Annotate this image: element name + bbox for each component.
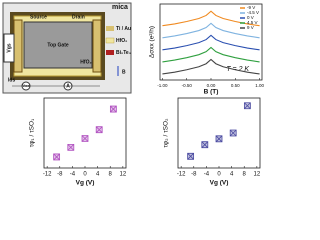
- field-label: B: [122, 69, 126, 75]
- point: [187, 152, 195, 160]
- schematic: mica Source Drain Top Gate HfO₂ Vgs Vxx …: [2, 2, 132, 94]
- legend-label: Bi₂Te₃: [116, 50, 132, 56]
- x-tick-label: 8: [109, 172, 113, 178]
- point: [215, 135, 223, 143]
- point: [53, 153, 61, 161]
- legend-swatch: [106, 26, 114, 31]
- y-axis-label: τφ₂ / τSO₂: [163, 118, 170, 148]
- figure: mica Source Drain Top Gate HfO₂ Vgs Vxx …: [2, 2, 264, 187]
- point: [95, 126, 103, 134]
- data-line: [162, 58, 260, 75]
- ids-label: Ids: [8, 77, 15, 83]
- data-line: [162, 10, 260, 27]
- x-tick-label: -0.50: [182, 83, 193, 88]
- x-tick-label: 0: [217, 172, 221, 178]
- data-line: [162, 34, 260, 51]
- vxx-label: Vxx: [22, 83, 30, 88]
- ammeter-label: A: [66, 83, 70, 89]
- point: [109, 105, 117, 113]
- y-axis-label: Δσxx (e²/h): [149, 26, 156, 58]
- legend-label: 0 V: [247, 15, 254, 20]
- source-pad: [13, 19, 23, 73]
- x-tick-label: -1.00: [157, 83, 168, 88]
- hfo2-label: HfO₂: [80, 59, 91, 65]
- legend-label: -9 V: [247, 5, 255, 10]
- top-gate-label: Top Gate: [47, 42, 69, 48]
- x-tick-label: -8: [191, 172, 197, 178]
- x-tick-label: 0.00: [207, 83, 216, 88]
- x-tick-label: 0: [83, 172, 87, 178]
- x-tick-label: 8: [243, 172, 247, 178]
- legend-label: 4.5 V: [247, 20, 258, 25]
- legend-label: -4.5 V: [247, 10, 259, 15]
- x-tick-label: -12: [177, 172, 186, 178]
- page: mica Source Drain Top Gate HfO₂ Vgs Vxx …: [2, 2, 265, 187]
- point: [67, 143, 75, 151]
- x-tick-label: 12: [254, 172, 261, 178]
- x-tick-label: 4: [96, 172, 100, 178]
- x-tick-label: 12: [120, 172, 127, 178]
- x-tick-label: -8: [57, 172, 63, 178]
- legend-swatch: [105, 37, 115, 44]
- point: [81, 135, 89, 142]
- y-axis-label: τφ₁ / τSO₁: [29, 118, 36, 147]
- vgs-box: [3, 33, 15, 63]
- legend-label: HfO₂: [116, 38, 127, 44]
- data-line: [162, 22, 260, 39]
- top-gate: [23, 21, 93, 69]
- legend-swatch: [106, 50, 114, 55]
- x-tick-label: 0.50: [231, 83, 240, 88]
- x-axis-label: B (T): [204, 89, 219, 96]
- source-label: Source: [30, 14, 47, 20]
- x-axis-label: Vg (V): [210, 180, 229, 187]
- legend-label: 9 V: [247, 25, 254, 30]
- x-tick-label: 4: [230, 172, 234, 178]
- drain-label: Drain: [72, 14, 85, 20]
- x-tick-label: -12: [43, 172, 52, 178]
- x-tick-label: 1.00: [255, 83, 264, 88]
- x-tick-label: -4: [70, 172, 76, 178]
- x-tick-label: -4: [204, 172, 210, 178]
- legend-label: Ti / Au: [116, 26, 131, 32]
- x-axis-label: Vg (V): [76, 180, 95, 187]
- point: [201, 141, 209, 149]
- point: [243, 102, 251, 110]
- annotation: T = 2 K: [226, 66, 249, 73]
- mica-label: mica: [112, 4, 128, 11]
- vgs-label: Vgs: [6, 43, 12, 52]
- drain-pad: [92, 19, 102, 73]
- data-line: [162, 46, 260, 63]
- point: [229, 129, 237, 137]
